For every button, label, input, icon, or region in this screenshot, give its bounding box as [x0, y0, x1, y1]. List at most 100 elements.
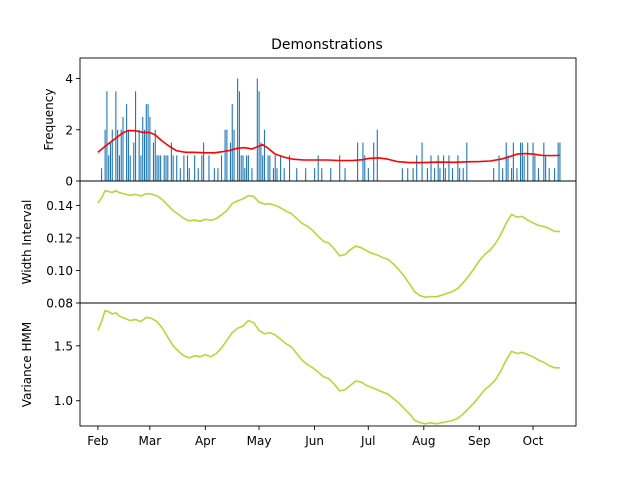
- y-tick-label: 2: [65, 123, 73, 137]
- width-interval-y-axis-label: Width Interval: [20, 200, 34, 285]
- x-tick-label: Apr: [195, 434, 216, 448]
- frequency-bar: [521, 142, 523, 181]
- x-tick-label: Jun: [304, 434, 324, 448]
- frequency-bar: [135, 91, 137, 181]
- frequency-bar: [246, 155, 248, 182]
- y-tick-label: 0.12: [46, 231, 73, 245]
- frequency-bar: [160, 155, 162, 182]
- frequency-bar: [170, 142, 172, 181]
- frequency-bar: [197, 168, 199, 181]
- frequency-bar: [543, 142, 545, 181]
- frequency-bar: [229, 142, 232, 181]
- frequency-bar: [554, 168, 556, 181]
- frequency-bar: [172, 155, 174, 182]
- frequency-bar: [401, 168, 403, 181]
- frequency-bar: [545, 155, 547, 182]
- frequency-bar: [439, 168, 441, 181]
- frequency-bar: [122, 116, 124, 181]
- frequency-bar: [434, 168, 436, 181]
- frequency-bar: [256, 78, 258, 181]
- frequency-bar: [280, 155, 282, 182]
- x-tick-label: May: [247, 434, 272, 448]
- frequency-bar: [267, 155, 269, 182]
- frequency-bar: [437, 155, 439, 182]
- frequency-bar: [201, 155, 203, 182]
- frequency-bar: [376, 129, 378, 181]
- frequency-bar: [527, 142, 529, 181]
- frequency-bar: [111, 129, 113, 181]
- frequency-bar: [217, 168, 219, 181]
- series-line: [97, 189, 560, 299]
- frequency-bar: [145, 104, 147, 182]
- frequency-bar: [127, 129, 129, 181]
- frequency-bar: [367, 168, 369, 181]
- frequency-bar: [296, 168, 298, 181]
- frequency-bar: [498, 155, 500, 182]
- frequency-bar: [118, 155, 120, 182]
- frequency-bar: [507, 155, 509, 182]
- frequency-bar: [176, 155, 178, 182]
- x-tick-label: Feb: [87, 434, 108, 448]
- variance-hmm-line: [97, 309, 560, 425]
- frequency-bar: [523, 155, 525, 182]
- frequency-bar: [317, 155, 319, 182]
- frequency-bar: [179, 168, 181, 181]
- variance-hmm-y-ticks: 1.0 1.5: [54, 339, 80, 408]
- frequency-bar: [283, 168, 285, 181]
- frequency-bar: [339, 155, 341, 182]
- y-tick-label: 0.14: [46, 199, 73, 213]
- frequency-bar: [156, 155, 158, 182]
- frequency-bar: [143, 129, 146, 181]
- frequency-y-axis-label: Frequency: [42, 89, 56, 151]
- width-interval-panel: 0.08 0.10 0.12 0.14 Width Interval: [20, 189, 560, 311]
- frequency-bar: [559, 142, 561, 181]
- frequency-bar: [220, 155, 223, 182]
- frequency-bar: [289, 155, 291, 182]
- frequency-bar: [272, 168, 274, 181]
- frequency-bar: [512, 142, 514, 181]
- frequency-bar: [442, 155, 445, 182]
- frequency-bar: [262, 155, 264, 182]
- width-interval-y-ticks: 0.08 0.10 0.12 0.14: [46, 199, 80, 311]
- panel-frames: [79, 57, 577, 427]
- frequency-bar: [183, 155, 185, 182]
- series-line: [97, 309, 560, 425]
- frequency-bar: [269, 155, 271, 182]
- x-tick-label: Sep: [468, 434, 491, 448]
- frequency-bar: [117, 129, 119, 181]
- frequency-bar: [364, 155, 366, 182]
- x-tick-label: Mar: [139, 434, 162, 448]
- frequency-bar: [502, 168, 504, 181]
- frequency-bar: [276, 168, 278, 181]
- x-tick-label: Aug: [412, 434, 435, 448]
- panel-frame: [79, 302, 577, 427]
- frequency-bar: [511, 168, 513, 181]
- frequency-bar: [142, 116, 144, 181]
- frequency-bar: [505, 142, 507, 181]
- frequency-bar: [167, 155, 169, 182]
- frequency-bar: [251, 168, 253, 181]
- frequency-bar: [516, 168, 518, 181]
- x-tick-label: Oct: [523, 434, 544, 448]
- frequency-bar: [224, 129, 226, 181]
- variance-hmm-y-axis-label: Variance HMM: [20, 322, 34, 407]
- date-x-axis: Feb Mar Apr May Jun Jul Aug Sep Oct: [87, 426, 544, 448]
- frequency-bar: [154, 129, 156, 181]
- frequency-bar: [430, 155, 432, 182]
- frequency-bar: [448, 155, 450, 182]
- frequency-bar: [412, 168, 414, 181]
- frequency-bar: [188, 168, 190, 181]
- frequency-bar: [557, 142, 559, 181]
- frequency-bar: [305, 168, 307, 181]
- frequency-bar: [357, 142, 359, 181]
- frequency-bar: [493, 168, 495, 181]
- frequency-bar: [548, 168, 550, 181]
- frequency-bar: [126, 104, 128, 182]
- frequency-bar: [106, 91, 108, 181]
- frequency-bar: [120, 129, 122, 181]
- frequency-bar: [213, 168, 215, 181]
- frequency-bars: [100, 78, 561, 182]
- frequency-bar: [247, 155, 249, 182]
- frequency-bar: [314, 168, 316, 181]
